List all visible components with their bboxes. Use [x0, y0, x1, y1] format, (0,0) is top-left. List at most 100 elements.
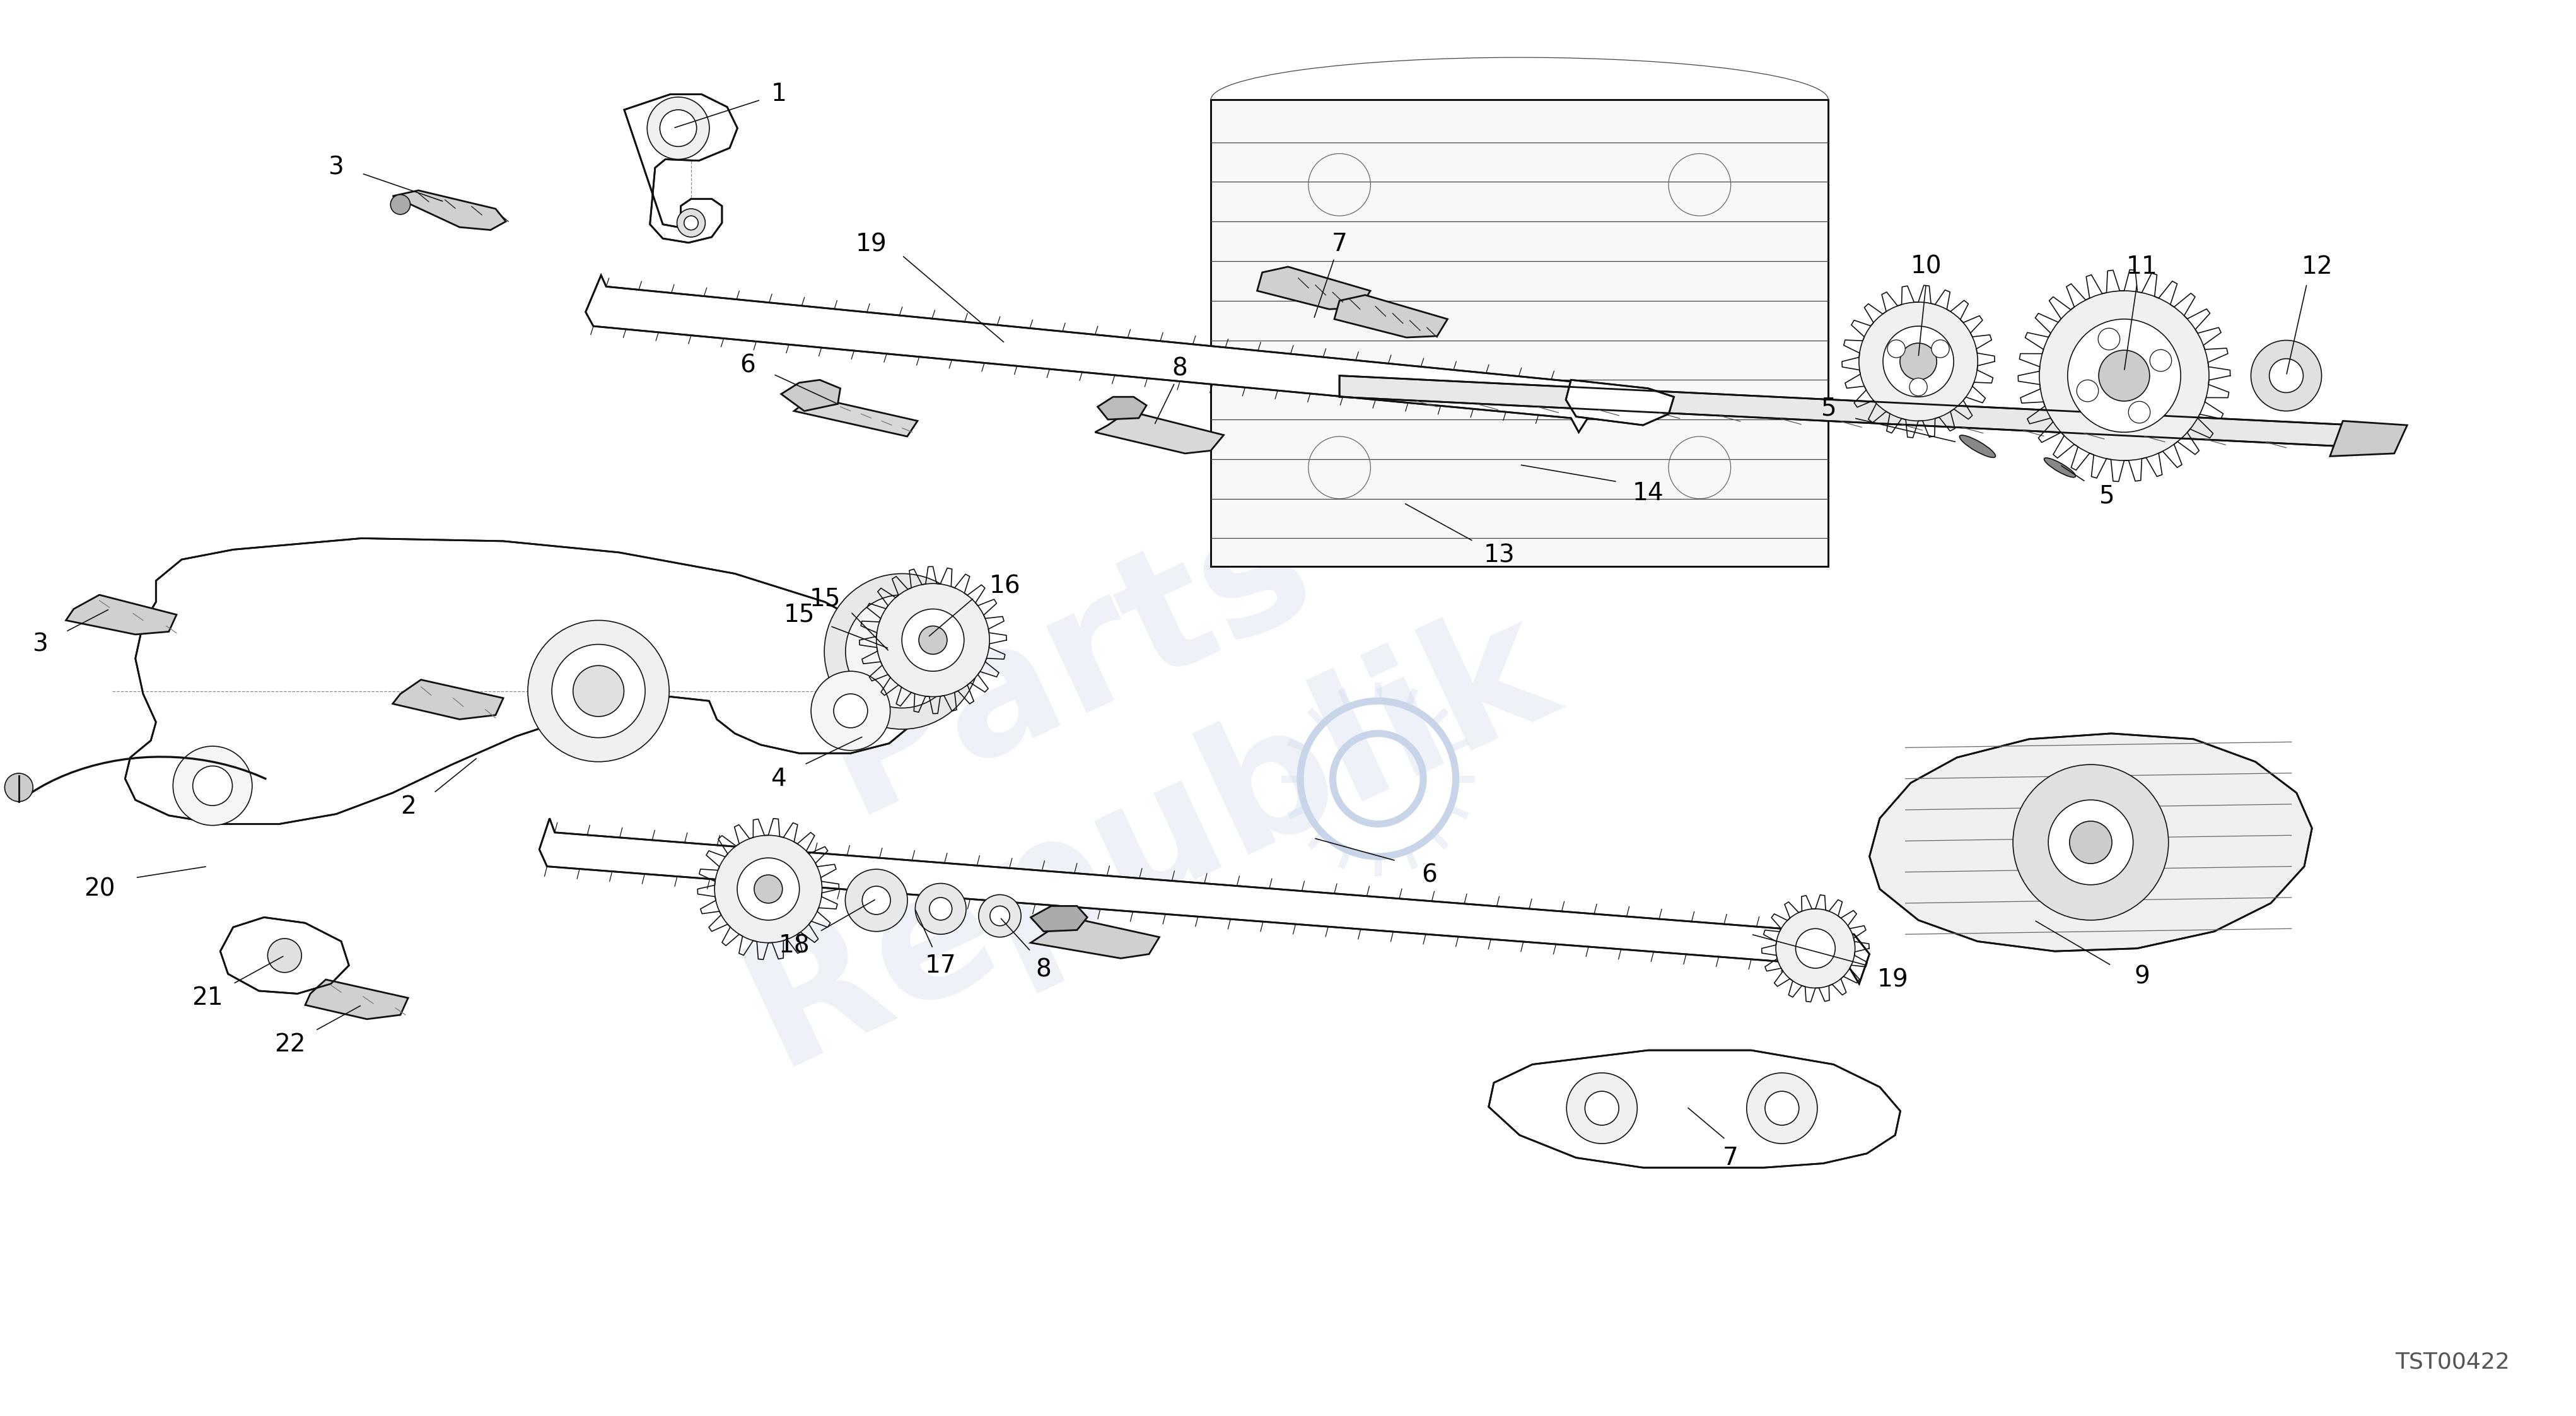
Ellipse shape — [1932, 340, 1950, 358]
Text: 7: 7 — [1723, 1146, 1739, 1170]
Circle shape — [2012, 765, 2169, 920]
Text: 3: 3 — [327, 156, 343, 180]
Circle shape — [1584, 1092, 1618, 1126]
Circle shape — [920, 626, 948, 654]
Circle shape — [392, 194, 410, 214]
Circle shape — [863, 886, 891, 915]
Text: 21: 21 — [191, 986, 224, 1010]
Text: 6: 6 — [1422, 862, 1437, 886]
Polygon shape — [1030, 918, 1159, 959]
Circle shape — [659, 110, 696, 146]
Text: 11: 11 — [2125, 255, 2159, 279]
Circle shape — [811, 671, 891, 750]
Polygon shape — [1340, 375, 2354, 446]
Text: 13: 13 — [1484, 544, 1515, 568]
Circle shape — [1901, 343, 1937, 379]
Polygon shape — [126, 538, 927, 824]
Polygon shape — [1097, 396, 1146, 419]
Text: 19: 19 — [855, 232, 886, 256]
Polygon shape — [2329, 421, 2406, 456]
Circle shape — [2048, 800, 2133, 885]
Text: 5: 5 — [2099, 484, 2115, 508]
Circle shape — [1795, 929, 1834, 969]
Text: 15: 15 — [783, 603, 814, 627]
Text: TST00422: TST00422 — [2396, 1351, 2509, 1372]
Polygon shape — [1566, 379, 1674, 425]
Polygon shape — [793, 396, 917, 436]
Circle shape — [2269, 358, 2303, 392]
Text: 8: 8 — [1036, 957, 1051, 981]
Circle shape — [755, 875, 783, 903]
Circle shape — [572, 666, 623, 716]
Circle shape — [1883, 326, 1953, 396]
Polygon shape — [1334, 295, 1448, 337]
Circle shape — [268, 939, 301, 973]
Ellipse shape — [1960, 435, 1996, 457]
Text: 14: 14 — [1633, 481, 1664, 506]
Polygon shape — [304, 980, 407, 1020]
Text: 4: 4 — [770, 766, 786, 790]
Ellipse shape — [2128, 401, 2151, 423]
Polygon shape — [1095, 411, 1224, 453]
Text: 20: 20 — [85, 877, 116, 901]
Text: 6: 6 — [739, 354, 755, 378]
Text: 18: 18 — [778, 933, 809, 957]
Circle shape — [647, 98, 708, 159]
Circle shape — [835, 694, 868, 728]
Circle shape — [824, 573, 979, 729]
Text: 5: 5 — [1821, 396, 1837, 421]
Circle shape — [930, 898, 953, 920]
Text: 9: 9 — [2136, 964, 2151, 988]
Polygon shape — [1257, 266, 1370, 309]
Circle shape — [979, 895, 1020, 937]
Circle shape — [677, 208, 706, 236]
Circle shape — [1566, 1073, 1638, 1144]
Polygon shape — [67, 595, 178, 634]
Circle shape — [2069, 821, 2112, 864]
Polygon shape — [538, 818, 1870, 984]
Text: 3: 3 — [33, 633, 49, 657]
Circle shape — [173, 746, 252, 826]
Circle shape — [845, 595, 958, 708]
Circle shape — [902, 609, 963, 671]
Circle shape — [714, 835, 822, 943]
Ellipse shape — [2076, 379, 2099, 402]
Polygon shape — [623, 95, 737, 242]
Circle shape — [528, 620, 670, 762]
Text: 10: 10 — [1911, 255, 1942, 279]
Polygon shape — [1211, 101, 1829, 566]
Circle shape — [5, 773, 33, 801]
Circle shape — [876, 583, 989, 697]
Circle shape — [886, 634, 920, 668]
Ellipse shape — [2097, 329, 2120, 350]
Circle shape — [685, 215, 698, 229]
Text: 15: 15 — [809, 588, 840, 612]
Ellipse shape — [2045, 457, 2076, 477]
Circle shape — [2251, 340, 2321, 411]
Ellipse shape — [2151, 350, 2172, 371]
Polygon shape — [392, 680, 502, 719]
Text: 19: 19 — [1878, 967, 1909, 991]
Ellipse shape — [1888, 340, 1906, 358]
Text: 22: 22 — [273, 1032, 307, 1056]
Circle shape — [2069, 319, 2182, 432]
Circle shape — [2040, 290, 2210, 460]
Circle shape — [914, 884, 966, 935]
Text: 17: 17 — [925, 953, 956, 977]
Circle shape — [1775, 909, 1855, 988]
Circle shape — [845, 869, 907, 932]
Text: 1: 1 — [770, 82, 786, 106]
Circle shape — [1765, 1092, 1798, 1126]
Text: 12: 12 — [2300, 255, 2334, 279]
Circle shape — [2099, 350, 2148, 401]
Text: 7: 7 — [1332, 232, 1347, 256]
Polygon shape — [1870, 733, 2313, 952]
Polygon shape — [585, 275, 1597, 432]
Text: Parts
Republik: Parts Republik — [639, 401, 1579, 1100]
Polygon shape — [222, 918, 348, 994]
Circle shape — [193, 766, 232, 806]
Text: 2: 2 — [399, 794, 415, 818]
Text: 8: 8 — [1172, 357, 1188, 381]
Polygon shape — [781, 379, 840, 411]
Circle shape — [989, 906, 1010, 926]
